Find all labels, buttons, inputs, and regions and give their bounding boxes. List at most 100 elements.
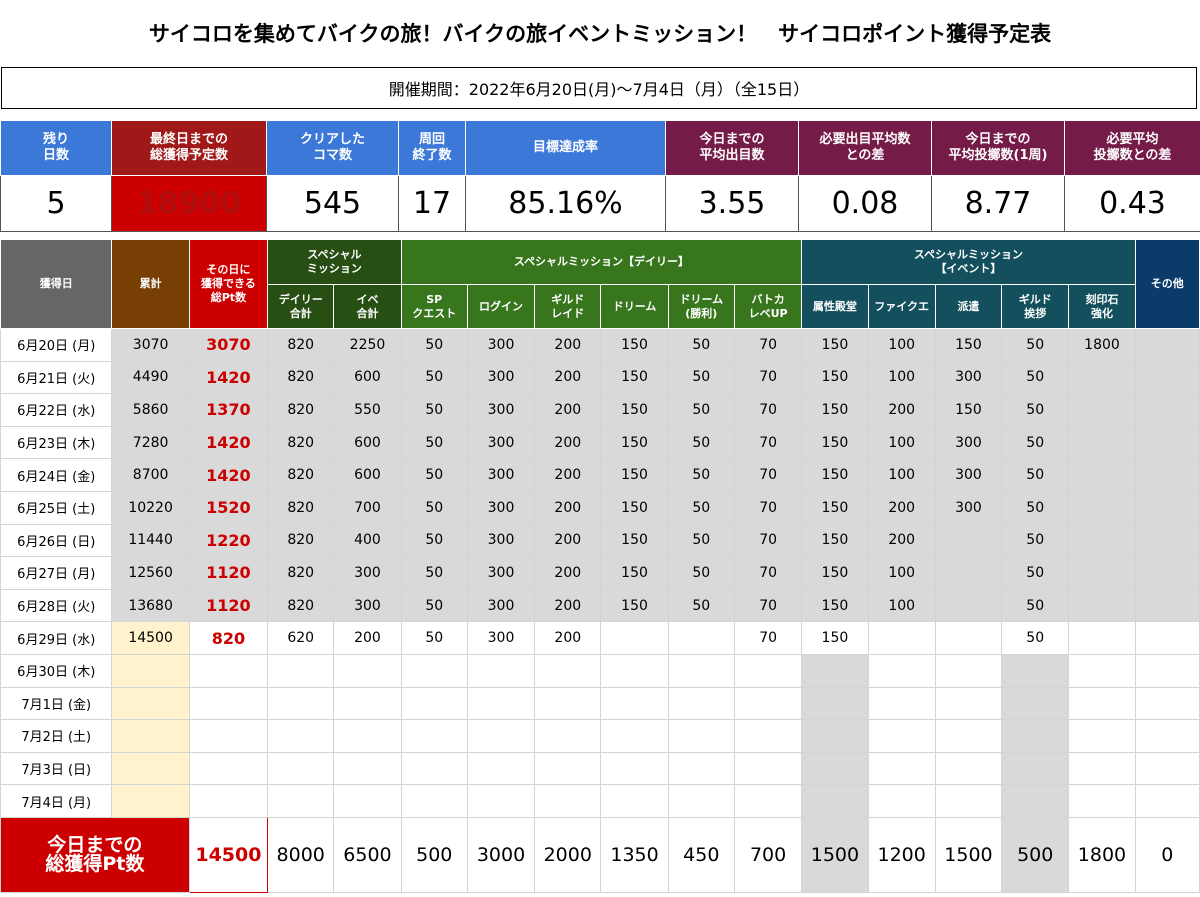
dispatch-cell (934, 653, 1003, 688)
guild-raid-cell: 200 (534, 621, 602, 655)
other-cell (1134, 458, 1200, 492)
goal-rate-value: 85.16% (465, 175, 666, 232)
dream-win-cell: 50 (667, 458, 735, 492)
guild-greeting-cell (1001, 719, 1070, 753)
dream-win-cell (667, 653, 735, 688)
event-total-cell: 700 (333, 490, 402, 525)
sp-quest-cell: 50 (400, 393, 468, 427)
rune-stone-cell (1068, 751, 1136, 786)
dispatch-cell: 300 (934, 425, 1003, 460)
daily-mission-group-header: スペシャルミッション【デイリー】 (400, 239, 803, 285)
other-cell (1134, 621, 1200, 655)
daily-total-cell: 820 (267, 425, 335, 460)
guild-raid-cell (534, 653, 602, 688)
dream-win-cell: 50 (667, 328, 735, 362)
dispatch-header: 派遣 (934, 284, 1003, 329)
points-schedule-table: 獲得日 累計 その日に 獲得できる 総Pt数 スペシャル ミッション スペシャル… (0, 239, 1200, 893)
sp-quest-cell: 50 (400, 621, 468, 655)
attribute-hall-cell: 150 (801, 588, 869, 623)
cumulative-cell (111, 784, 190, 818)
fight-quest-cell (867, 686, 936, 721)
login-cell (466, 719, 536, 753)
login-header: ログイン (466, 284, 536, 329)
table-row: 7月1日 (金) (0, 686, 1200, 721)
table-row: 7月4日 (月) (0, 784, 1200, 818)
daily-points-cell (188, 653, 269, 688)
date-cell: 6月22日 (水) (0, 393, 113, 427)
sp-quest-cell (400, 653, 468, 688)
attribute-hall-cell: 150 (801, 523, 869, 558)
guild-greeting-cell: 50 (1001, 360, 1070, 395)
battle-card-levelup-cell: 70 (733, 490, 803, 525)
guild-greeting-cell: 50 (1001, 621, 1070, 655)
fight-quest-cell (867, 653, 936, 688)
dispatch-cell: 300 (934, 360, 1003, 395)
table-row: 6月30日 (木) (0, 653, 1200, 688)
table-row: 7月2日 (土) (0, 719, 1200, 753)
cumulative-cell: 11440 (111, 523, 190, 558)
attribute-hall-cell: 150 (801, 425, 869, 460)
battle-card-levelup-cell: 70 (733, 425, 803, 460)
other-cell (1134, 393, 1200, 427)
daily-total-cell: 620 (267, 621, 335, 655)
rune-stone-cell (1068, 686, 1136, 721)
dispatch-cell (934, 556, 1003, 590)
cumulative-cell (111, 653, 190, 688)
fight-quest-cell: 200 (867, 393, 936, 427)
avg-throws-header: 今日までの 平均投擲数(1周) (931, 120, 1065, 176)
date-cell: 7月4日 (月) (0, 784, 113, 818)
dispatch-cell (934, 751, 1003, 786)
dream-cell (600, 719, 669, 753)
dream-cell: 150 (600, 328, 669, 362)
dispatch-cell (934, 588, 1003, 623)
sp-quest-cell: 50 (400, 588, 468, 623)
cumulative-cell: 14500 (111, 621, 190, 655)
dream-win-cell: 50 (667, 523, 735, 558)
event-mission-group-header: スペシャルミッション 【イベント】 (801, 239, 1136, 285)
dream-cell: 150 (600, 588, 669, 623)
fight-quest-cell: 100 (867, 328, 936, 362)
guild-greeting-cell (1001, 751, 1070, 786)
battle-card-levelup-cell: 70 (733, 328, 803, 362)
guild-greeting-cell: 50 (1001, 393, 1070, 427)
roll-diff-value: 0.08 (798, 175, 932, 232)
table-row: 6月20日 (月) 3070 3070 820 2250 50 300 200 150 50 70 1… (0, 328, 1200, 362)
date-cell: 6月28日 (火) (0, 588, 113, 623)
daily-points-cell: 1420 (188, 425, 269, 460)
table-row: 6月29日 (水) 14500 820 620 200 50 300 200 70 150 50 (0, 621, 1200, 655)
daily-points-cell: 1120 (188, 588, 269, 623)
attribute-hall-cell: 150 (801, 328, 869, 362)
guild-greeting-cell: 50 (1001, 458, 1070, 492)
remaining-days-header: 残り 日数 (0, 120, 112, 176)
laps-done-value: 17 (398, 175, 466, 232)
guild-raid-cell: 200 (534, 425, 602, 460)
goal-rate-header: 目標達成率 (465, 120, 666, 176)
attribute-hall-cell (801, 686, 869, 721)
dream-cell (600, 784, 669, 818)
dream-win-cell: 50 (667, 588, 735, 623)
daily-points-cell (188, 784, 269, 818)
cumulative-cell (111, 751, 190, 786)
guild-raid-cell: 200 (534, 328, 602, 362)
rune-stone-cell (1068, 425, 1136, 460)
guild-raid-cell (534, 751, 602, 786)
cumulative-cell (111, 719, 190, 753)
date-cell: 6月30日 (木) (0, 653, 113, 688)
daily-total-cell: 820 (267, 556, 335, 590)
dream-win-cell: 50 (667, 556, 735, 590)
total-event-total-cell: 6500 (333, 816, 402, 893)
total-guild-greeting-cell: 500 (1001, 816, 1070, 893)
dispatch-cell: 150 (934, 328, 1003, 362)
total-rune-stone-cell: 1800 (1068, 816, 1136, 893)
totals-label: 今日までの 総獲得Pt数 (0, 816, 190, 893)
date-header: 獲得日 (0, 239, 113, 329)
rune-stone-cell (1068, 458, 1136, 492)
event-total-cell: 600 (333, 458, 402, 492)
dream-cell (600, 621, 669, 655)
battle-card-levelup-header: バトカ レベUP (733, 284, 803, 329)
fight-quest-cell: 200 (867, 490, 936, 525)
rune-stone-cell (1068, 653, 1136, 688)
event-total-cell: 600 (333, 425, 402, 460)
total-other-cell: 0 (1134, 816, 1200, 893)
daily-total-cell: 820 (267, 328, 335, 362)
